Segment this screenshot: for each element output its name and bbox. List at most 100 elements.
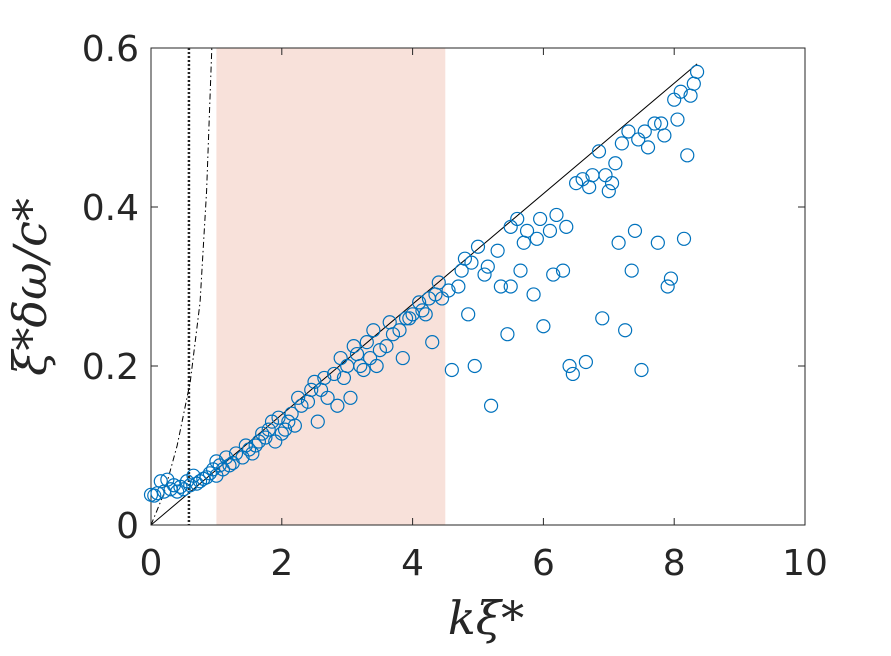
data-point — [503, 279, 518, 294]
data-point — [258, 430, 273, 445]
data-point — [166, 478, 181, 493]
data-point — [608, 156, 623, 171]
data-point — [601, 184, 616, 199]
data-point — [310, 414, 325, 429]
data-point — [248, 438, 263, 453]
data-point — [291, 390, 306, 405]
data-point — [598, 168, 613, 183]
data-point — [650, 235, 665, 250]
data-point — [483, 398, 499, 413]
data-point — [277, 422, 293, 437]
data-point — [359, 335, 374, 350]
data-point — [549, 207, 564, 223]
data-point — [582, 180, 597, 195]
data-point — [533, 211, 548, 227]
data-point — [343, 390, 358, 405]
data-point — [618, 323, 633, 338]
data-point — [680, 148, 695, 163]
y-axis-label: ξ*δω/c* — [3, 198, 57, 376]
shaded-region — [216, 48, 446, 525]
data-point — [320, 390, 335, 405]
data-point — [562, 358, 577, 374]
plot-area — [151, 48, 698, 525]
data-point — [356, 362, 371, 378]
data-point — [464, 255, 479, 270]
x-tick-label: 8 — [663, 543, 686, 584]
data-point — [418, 307, 433, 322]
x-tick-label: 2 — [270, 543, 293, 584]
data-point — [536, 319, 551, 334]
data-point — [513, 263, 528, 278]
data-point — [516, 235, 531, 250]
data-point — [614, 136, 629, 151]
data-point — [526, 287, 541, 302]
data-point — [183, 478, 198, 493]
data-point — [461, 307, 476, 322]
data-point — [637, 124, 652, 139]
data-point — [412, 295, 427, 310]
data-point — [490, 243, 505, 258]
data-point — [611, 235, 626, 250]
data-point — [480, 259, 495, 274]
data-point — [565, 366, 580, 382]
x-tick-label: 0 — [140, 543, 163, 584]
data-point — [559, 219, 574, 234]
axes-box — [150, 47, 806, 526]
data-point — [663, 271, 679, 286]
data-point — [271, 410, 286, 425]
data-point — [670, 112, 685, 127]
data-point — [493, 279, 508, 294]
data-point — [621, 124, 636, 139]
data-point — [369, 358, 384, 374]
y-tick-label: 0 — [116, 506, 139, 547]
data-point — [395, 350, 410, 366]
data-point — [555, 263, 571, 278]
x-tick-label: 10 — [782, 543, 828, 584]
data-point — [330, 398, 345, 413]
y-tick-label: 0.2 — [82, 347, 139, 388]
data-point — [402, 311, 417, 326]
x-axis-label: kξ* — [448, 591, 524, 645]
data-point — [673, 84, 688, 99]
data-point — [510, 211, 525, 227]
data-point — [470, 239, 486, 254]
data-point — [467, 358, 482, 374]
data-point — [346, 339, 361, 354]
data-point — [353, 358, 368, 374]
data-point — [317, 370, 332, 386]
data-point — [627, 223, 643, 238]
data-point — [261, 422, 276, 437]
data-point — [686, 76, 701, 91]
data-point — [425, 335, 440, 350]
data-point — [657, 128, 672, 143]
data-point — [591, 144, 607, 159]
data-point — [529, 231, 544, 246]
x-tick-label: 4 — [401, 543, 424, 584]
data-point — [503, 219, 518, 234]
data-point — [604, 176, 620, 191]
data-point — [415, 303, 430, 318]
reference-line — [151, 48, 213, 525]
data-point — [379, 339, 394, 354]
data-point — [392, 323, 407, 338]
data-point — [170, 484, 185, 499]
data-point — [431, 275, 446, 290]
data-point — [578, 354, 594, 370]
y-tick-label: 0.4 — [82, 188, 139, 229]
data-point — [519, 223, 535, 238]
data-point — [287, 418, 302, 433]
data-point — [500, 327, 515, 342]
data-point — [153, 474, 168, 489]
data-point — [624, 263, 639, 278]
data-point — [546, 267, 561, 282]
data-point — [676, 231, 692, 246]
data-point — [451, 279, 466, 294]
y-tick-label: 0.6 — [82, 29, 139, 70]
data-point — [660, 279, 675, 294]
data-point — [634, 362, 649, 378]
data-point — [147, 488, 162, 503]
data-point — [366, 323, 381, 338]
data-point — [202, 466, 217, 481]
data-point — [441, 283, 456, 298]
